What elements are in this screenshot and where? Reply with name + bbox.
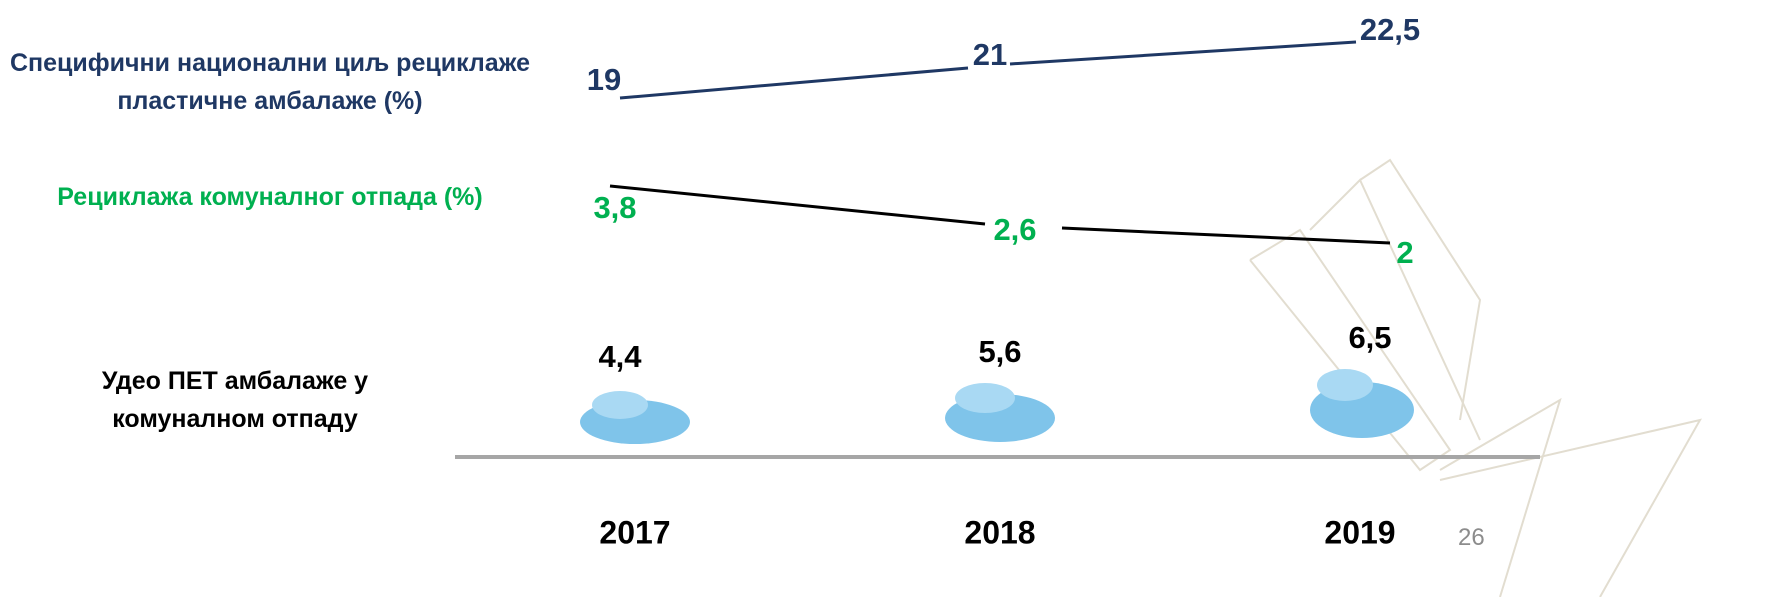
bottle-icons (580, 369, 1414, 444)
value: 19 (587, 62, 621, 98)
year-label: 2018 (964, 515, 1035, 552)
year-label: 2017 (599, 515, 670, 552)
target-line (620, 68, 968, 98)
value: 21 (973, 37, 1007, 73)
value: 6,5 (1348, 320, 1391, 356)
value: 22,5 (1360, 12, 1420, 48)
value: 3,8 (593, 190, 636, 226)
year-label: 2019 (1324, 515, 1395, 552)
row-label: Удео ПЕТ амбалаже у комуналном отпаду (70, 362, 400, 438)
row-label: Специфични национални циљ рециклаже плас… (0, 44, 540, 120)
value: 2 (1396, 235, 1413, 271)
recycling-line (610, 186, 985, 224)
value: 5,6 (978, 334, 1021, 370)
slide: Специфични национални циљ рециклаже плас… (0, 0, 1772, 597)
target-line (1010, 42, 1356, 64)
row-label: Рециклажа комуналног отпада (%) (0, 178, 540, 216)
value: 2,6 (993, 212, 1036, 248)
value: 4,4 (598, 339, 641, 375)
recycling-line (1062, 228, 1390, 243)
page-number: 26 (1458, 524, 1485, 552)
